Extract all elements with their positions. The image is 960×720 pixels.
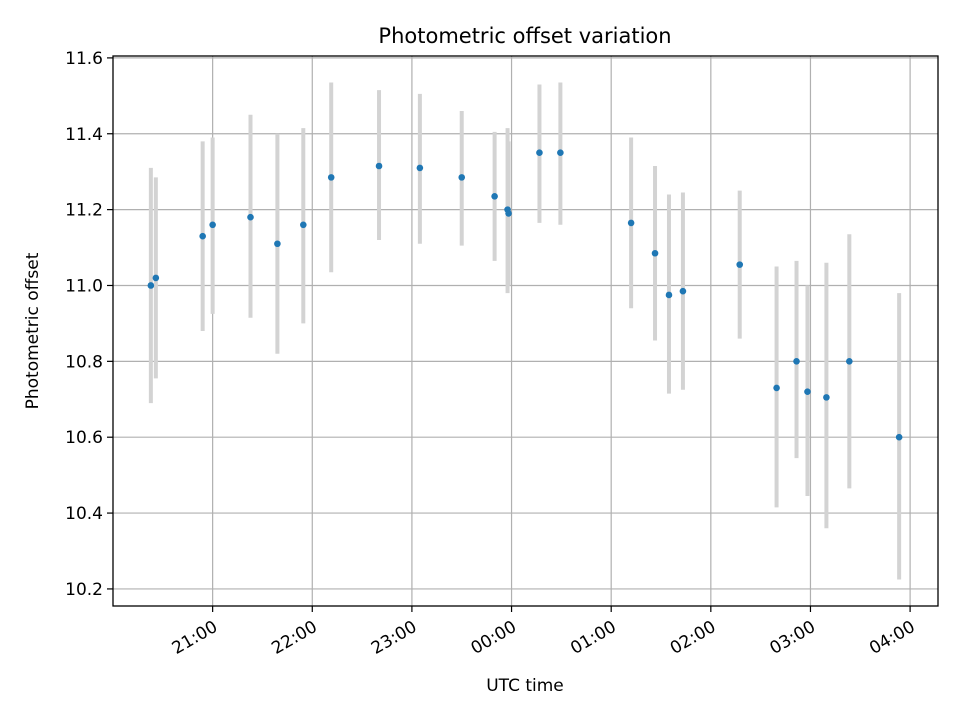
x-tick-label: 02:00: [667, 617, 719, 659]
x-axis-ticks: 21:00 22:00 23:00 00:00 01:00 02:00 03:00 04:00: [169, 606, 919, 659]
data-point: [505, 210, 512, 217]
data-point: [327, 174, 335, 181]
y-tick-label: 11.4: [65, 125, 103, 145]
data-point: [416, 164, 424, 172]
data-point: [209, 221, 216, 229]
data-point: [895, 433, 903, 441]
y-tick-label: 10.8: [65, 352, 103, 372]
data-point: [247, 213, 254, 221]
data-points: [147, 149, 903, 441]
data-point: [651, 249, 659, 257]
y-tick-label: 11.0: [65, 276, 103, 296]
data-point: [491, 193, 498, 200]
data-point: [773, 384, 780, 392]
y-tick-label: 10.4: [65, 504, 103, 524]
x-tick-label: 03:00: [767, 617, 819, 659]
data-point: [627, 219, 635, 227]
data-point: [736, 261, 744, 268]
y-axis-label: Photometric offset: [23, 252, 43, 409]
x-tick-label: 01:00: [567, 617, 619, 659]
x-tick-label: 04:00: [866, 617, 918, 659]
chart-title: Photometric offset variation: [378, 24, 671, 48]
plot-frame: [112, 55, 939, 607]
data-point: [300, 221, 307, 229]
y-tick-label: 11.2: [65, 201, 103, 221]
grid-lines: [113, 56, 938, 606]
data-point: [458, 174, 466, 181]
data-point: [274, 240, 281, 248]
x-tick-label: 22:00: [268, 617, 320, 659]
y-tick-label: 10.2: [65, 580, 103, 600]
y-axis-ticks: 10.2 10.4 10.6 10.8 11.0 11.2 11.4 11.6: [65, 49, 113, 600]
data-point: [846, 358, 853, 365]
data-point: [147, 282, 155, 289]
data-point: [152, 274, 160, 282]
data-point: [679, 287, 687, 295]
data-point: [557, 149, 564, 157]
y-tick-label: 11.6: [65, 49, 103, 69]
x-tick-label: 00:00: [468, 617, 520, 659]
data-point: [823, 394, 830, 401]
data-point: [199, 232, 206, 240]
x-axis-label: UTC time: [486, 676, 564, 696]
data-point: [536, 149, 543, 157]
x-tick-label: 23:00: [368, 617, 420, 659]
error-bars: [148, 82, 902, 580]
y-tick-label: 10.6: [65, 428, 103, 448]
data-point: [804, 388, 811, 395]
data-point: [665, 291, 673, 299]
x-tick-label: 21:00: [169, 617, 221, 659]
data-point: [375, 162, 383, 170]
data-point: [793, 358, 800, 365]
